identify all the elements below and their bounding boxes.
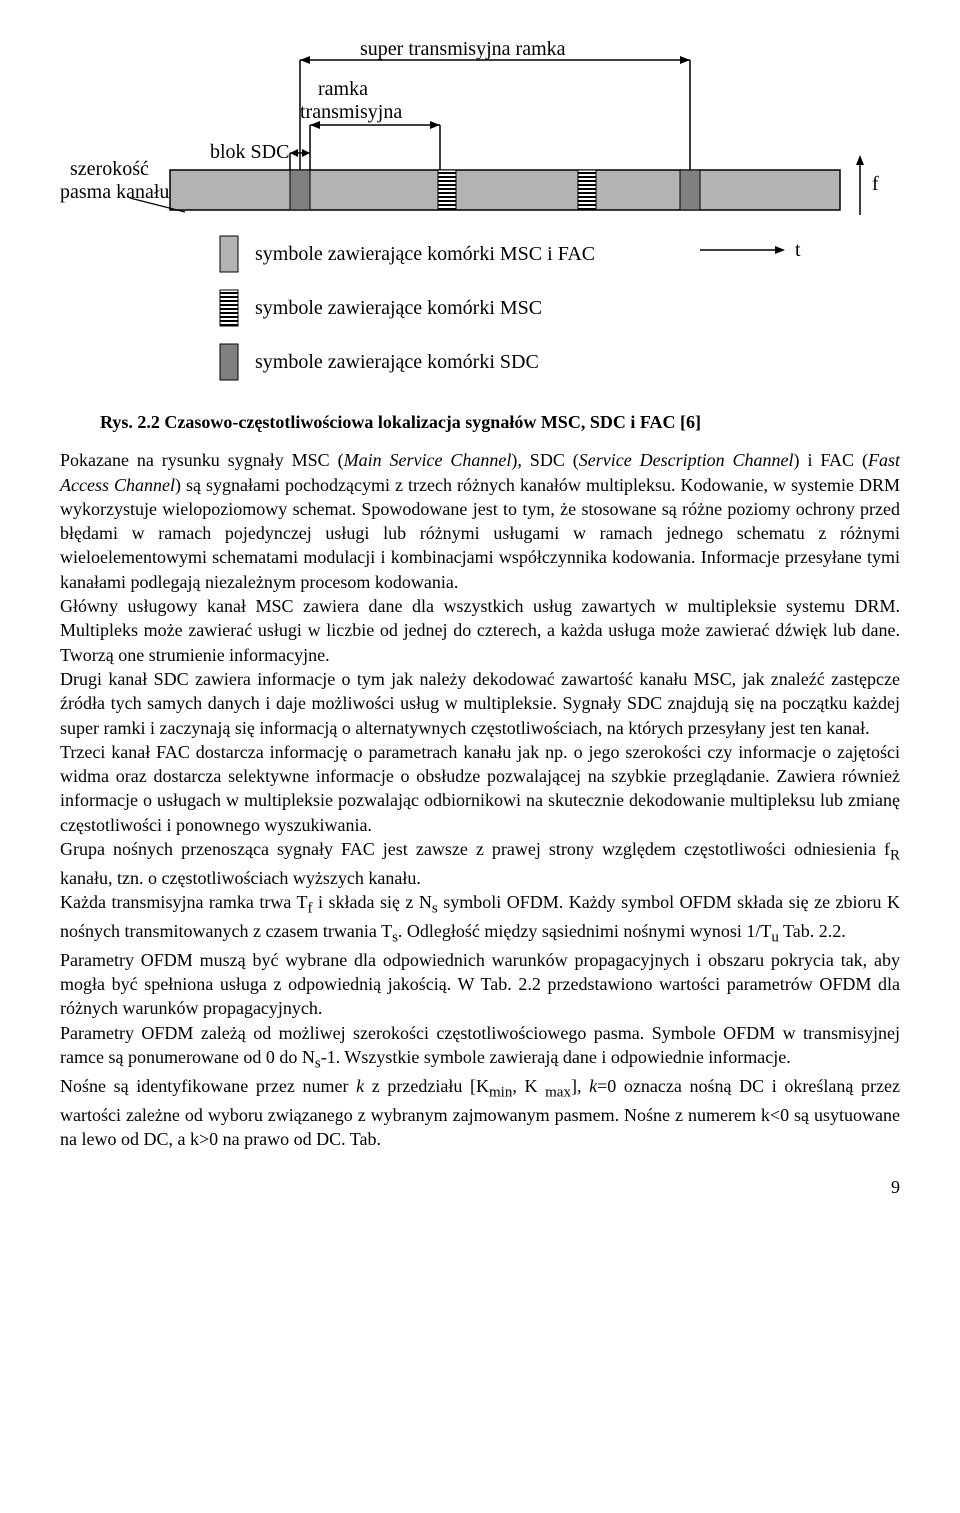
txt: , K [512,1076,545,1096]
page-number: 9 [60,1175,900,1199]
legend-label-sdc: symbole zawierające komórki SDC [255,351,539,373]
msc-hatch-2 [578,170,596,210]
sub: u [771,930,779,946]
txt: -1. Wszystkie symbole zawierają dane i o… [321,1047,791,1067]
txt-italic: Main Service Channel [344,450,512,470]
label-bandwidth1: szerokość [70,158,149,180]
txt: Drugi kanał SDC zawiera informacje o tym… [60,667,900,740]
txt: ) i FAC ( [794,450,868,470]
label-frame2: transmisyjna [300,101,402,123]
msc-hatch-1 [438,170,456,210]
sub: max [545,1085,571,1101]
txt: Trzeci kanał FAC dostarcza informację o … [60,740,900,837]
label-f: f [872,173,879,195]
legend-swatch-mscfac [220,236,238,272]
legend-label-msc: symbole zawierające komórki MSC [255,297,542,319]
figure-container: super transmisyjna ramka ramka transmisy… [60,40,900,390]
label-bandwidth2: pasma kanału [60,181,169,203]
txt: . Odległość między sąsiednimi nośnymi wy… [398,921,771,941]
sub: R [890,848,900,864]
txt: Grupa nośnych przenosząca sygnały FAC je… [60,839,890,859]
txt-italic: Service Description Channel [579,450,794,470]
label-super-frame: super transmisyjna ramka [360,40,566,60]
txt: Każda transmisyjna ramka trwa T [60,892,308,912]
txt: Główny usługowy kanał MSC zawiera dane d… [60,594,900,667]
txt: ], [571,1076,589,1096]
legend-swatch-sdc [220,344,238,380]
figure-caption: Rys. 2.2 Czasowo-częstotliwościowa lokal… [100,410,900,434]
body-text: Pokazane na rysunku sygnały MSC (Main Se… [60,448,900,1151]
txt: ), SDC ( [511,450,578,470]
sub: min [489,1085,512,1101]
legend-label-mscfac: symbole zawierające komórki MSC i FAC [255,243,595,265]
channel-bar [170,170,840,210]
sdc-block-2 [680,170,700,210]
txt: i składa się z N [313,892,432,912]
txt: Pokazane na rysunku sygnały MSC ( [60,450,344,470]
txt: Parametry OFDM muszą być wybrane dla odp… [60,948,900,1021]
txt: kanału, tzn. o częstotliwościach wyższyc… [60,868,421,888]
label-t: t [795,239,801,261]
txt-italic: k [356,1076,364,1096]
legend-swatch-msc [220,290,238,326]
figure-svg: super transmisyjna ramka ramka transmisy… [60,40,900,390]
txt-italic: k [589,1076,597,1096]
txt: ) są sygnałami pochodzącymi z trzech róż… [60,475,900,592]
label-block-sdc: blok SDC [210,141,289,163]
label-frame1: ramka [318,78,368,100]
txt: z przedziału [K [364,1076,489,1096]
txt: Tab. 2.2. [779,921,846,941]
sdc-block-1 [290,170,310,210]
txt: Nośne są identyfikowane przez numer [60,1076,356,1096]
